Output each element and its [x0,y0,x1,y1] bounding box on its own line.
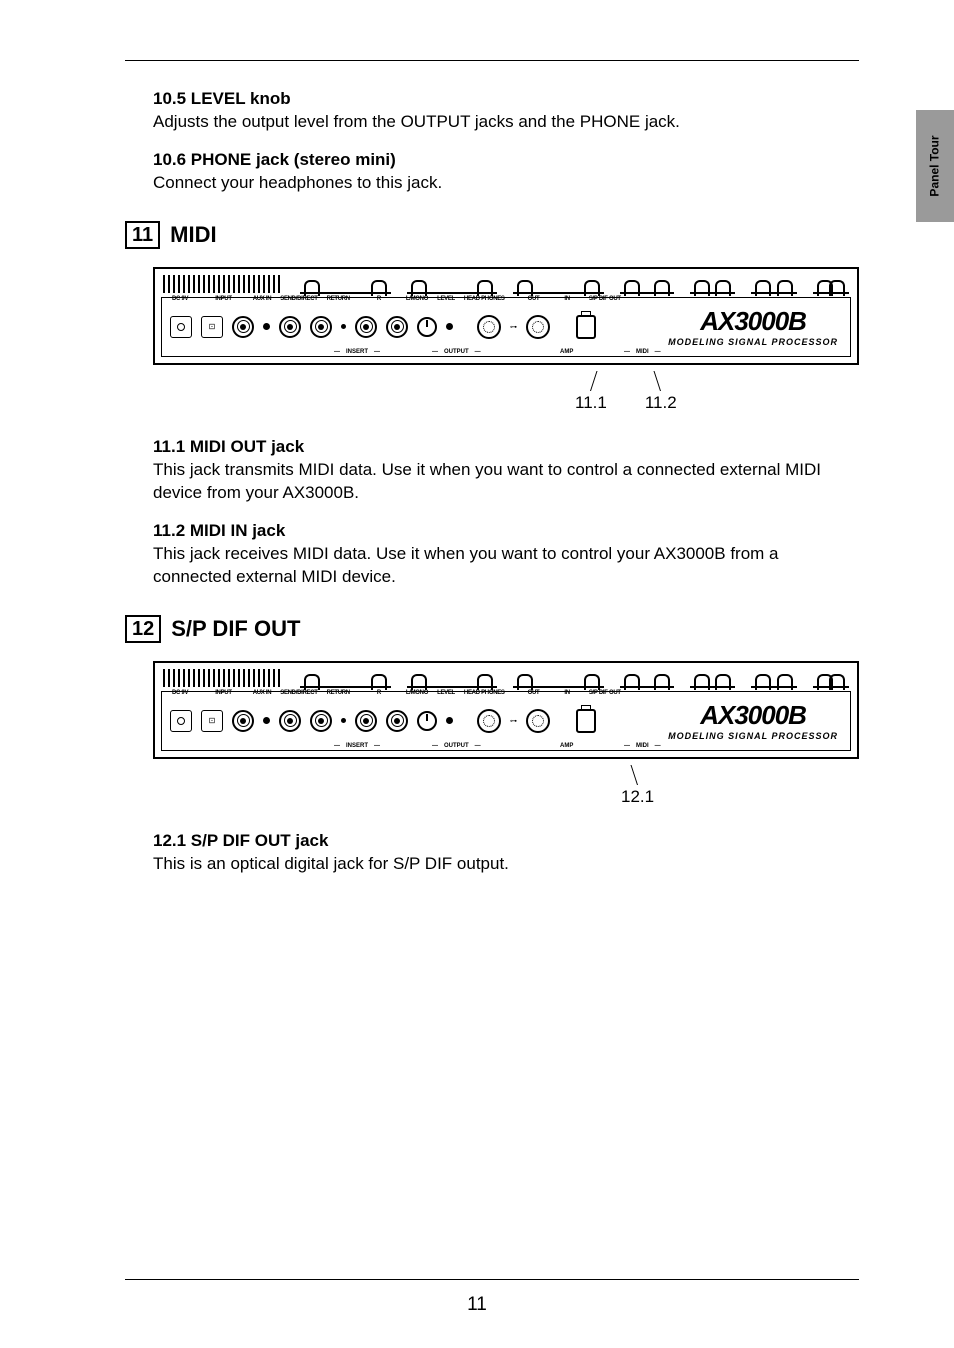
heading-11-1: 11.1 MIDI OUT jack [153,437,859,457]
midi-in-jack-icon [526,315,550,339]
level-knob-icon [417,317,437,337]
phone-jack-icon [446,717,453,724]
jack-row: ⊡ ⊶ [170,709,596,733]
return-jack-icon [310,710,332,732]
section-12-title: S/P DIF OUT [171,616,300,642]
dc-jack-icon [170,710,192,732]
midi-out-jack-icon [477,709,501,733]
side-tab: Panel Tour [916,110,954,222]
phone-jack-icon [446,323,453,330]
midi-link-icon: ⊶ [510,323,517,331]
return-jack-icon [310,316,332,338]
input-jack-icon [232,710,254,732]
power-switch-icon: ⊡ [201,316,223,338]
callout-11-1: 11.1 [575,393,607,412]
aux-jack-icon [263,323,270,330]
panel-top-ridges [300,276,849,294]
callout-12-1: 12.1 [621,787,654,806]
midi-link-icon: ⊶ [510,717,517,725]
model-name: AX3000B [668,306,838,337]
output-l-jack-icon [386,316,408,338]
heading-10-6: 10.6 PHONE jack (stereo mini) [153,150,859,170]
diagram-11: DC 9VINPUT AUX INSEND/DIRECT RETURNR L/M… [153,267,859,413]
output-r-jack-icon [355,710,377,732]
section-11-title: MIDI [170,222,216,248]
page-number: 11 [0,1294,954,1316]
body-10-5: Adjusts the output level from the OUTPUT… [153,111,859,134]
heading-12-1: 12.1 S/P DIF OUT jack [153,831,859,851]
separator-dot-icon [341,324,346,329]
brand-block: AX3000B MODELING SIGNAL PROCESSOR [668,306,842,347]
output-r-jack-icon [355,316,377,338]
separator-dot-icon [341,718,346,723]
section-11-header: 11 MIDI [125,221,859,249]
diagram-12: DC 9VINPUT AUX INSEND/DIRECT RETURNR L/M… [153,661,859,807]
top-rule [125,60,859,61]
panel-top-ridges [300,670,849,688]
midi-out-jack-icon [477,315,501,339]
section-11-number: 11 [125,221,160,249]
jack-labels-row: DC 9VINPUT AUX INSEND/DIRECT RETURNR L/M… [162,296,850,302]
callout-11-2: 11.2 [645,393,677,412]
callout-row-12: 12.1 [153,765,859,807]
body-11-2: This jack receives MIDI data. Use it whe… [153,543,859,589]
aux-jack-icon [263,717,270,724]
spdif-jack-icon [576,709,596,733]
input-jack-icon [232,316,254,338]
page-content: 10.5 LEVEL knob Adjusts the output level… [125,89,859,876]
vent-icon [163,669,283,687]
section-12-number: 12 [125,615,161,643]
model-name: AX3000B [668,700,838,731]
body-12-1: This is an optical digital jack for S/P … [153,853,859,876]
body-11-1: This jack transmits MIDI data. Use it wh… [153,459,859,505]
brand-block: AX3000B MODELING SIGNAL PROCESSOR [668,700,842,741]
heading-10-5: 10.5 LEVEL knob [153,89,859,109]
jack-labels-row: DC 9VINPUT AUX INSEND/DIRECT RETURNR L/M… [162,690,850,696]
output-l-jack-icon [386,710,408,732]
level-knob-icon [417,711,437,731]
heading-11-2: 11.2 MIDI IN jack [153,521,859,541]
bottom-rule [125,1279,859,1280]
rear-panel-diagram-2: DC 9VINPUT AUX INSEND/DIRECT RETURNR L/M… [153,661,859,759]
side-tab-label: Panel Tour [928,135,942,196]
callout-row-11: 11.1 11.2 [153,371,859,413]
jack-row: ⊡ ⊶ [170,315,596,339]
rear-panel-diagram: DC 9VINPUT AUX INSEND/DIRECT RETURNR L/M… [153,267,859,365]
vent-icon [163,275,283,293]
page-footer: 11 [0,1279,954,1316]
send-jack-icon [279,316,301,338]
send-jack-icon [279,710,301,732]
spdif-jack-icon [576,315,596,339]
body-10-6: Connect your headphones to this jack. [153,172,859,195]
midi-in-jack-icon [526,709,550,733]
dc-jack-icon [170,316,192,338]
section-12-header: 12 S/P DIF OUT [125,615,859,643]
power-switch-icon: ⊡ [201,710,223,732]
model-tagline: MODELING SIGNAL PROCESSOR [668,337,838,347]
model-tagline: MODELING SIGNAL PROCESSOR [668,731,838,741]
